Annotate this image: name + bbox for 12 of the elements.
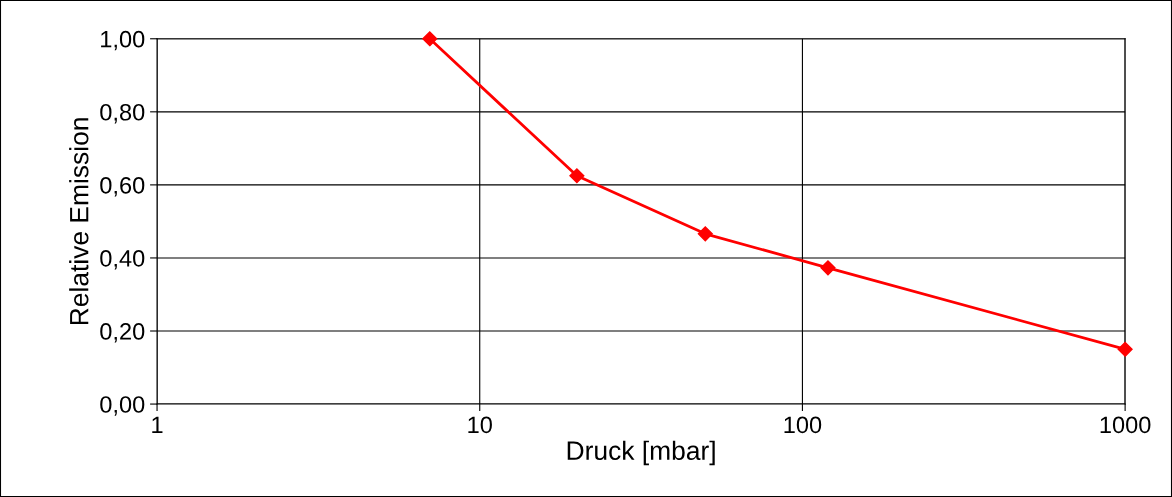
y-tick-label: 0,00 <box>100 396 145 416</box>
y-tick-label: 0,40 <box>100 250 145 270</box>
x-tick-label: 100 <box>784 416 822 434</box>
y-axis-title: Relative Emission <box>69 118 89 325</box>
y-tick-label: 0,80 <box>100 103 145 124</box>
x-tick-label: 1000 <box>1100 416 1151 434</box>
y-tick-label: 0,20 <box>100 323 145 343</box>
x-axis-title: Druck [mbar] <box>567 440 715 466</box>
y-tick-label: 0,60 <box>100 176 145 197</box>
x-tick-label: 10 <box>468 416 492 434</box>
y-tick-label: 1,00 <box>101 30 145 51</box>
x-tick-label: 1 <box>152 416 163 433</box>
